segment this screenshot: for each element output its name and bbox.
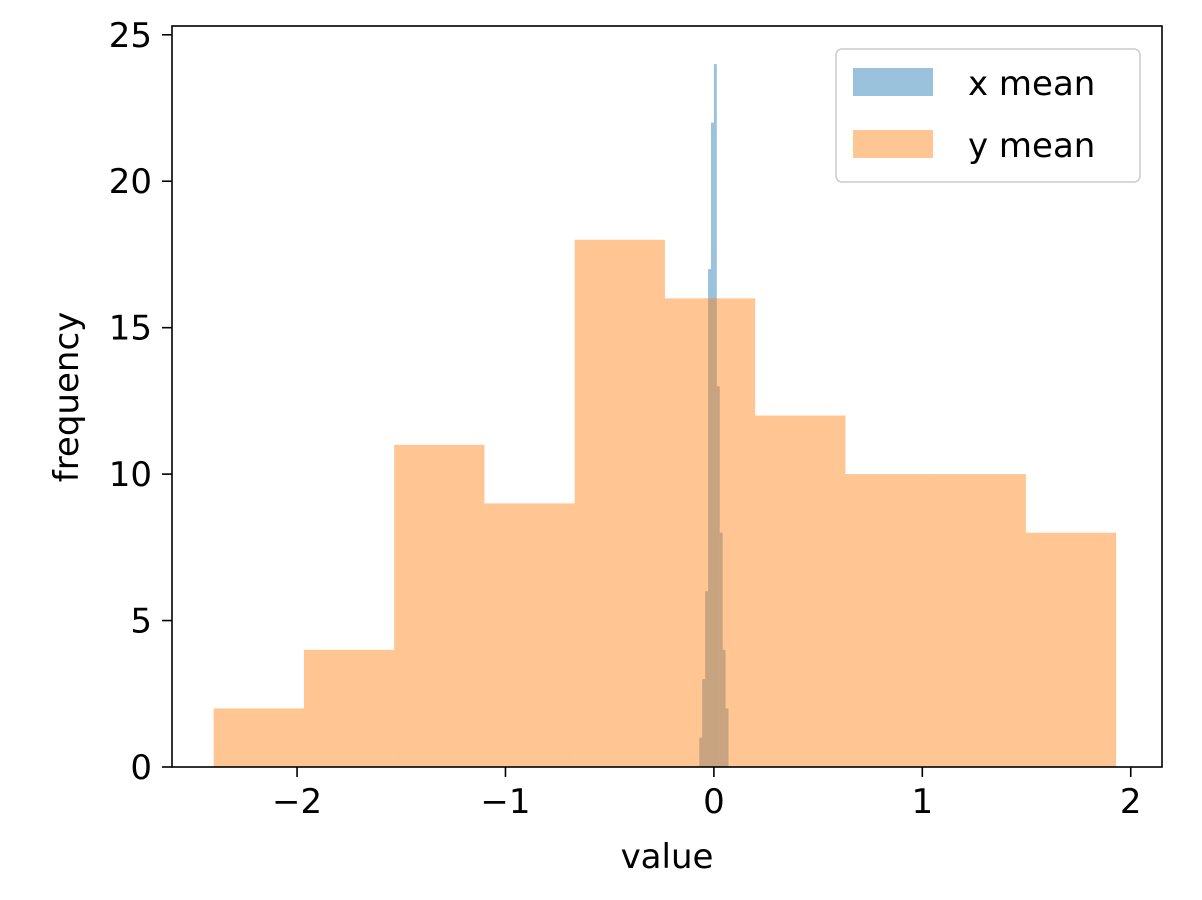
x-tick-label-3: 1 <box>911 782 933 822</box>
legend: x mean y mean <box>835 48 1141 183</box>
y-tick-label-5: 25 <box>109 16 152 56</box>
x-tick-label-0: −2 <box>272 782 322 822</box>
legend-swatch-y-mean <box>853 130 933 158</box>
bar-x-mean-5 <box>713 64 717 768</box>
y-axis-label: frequency <box>47 312 87 483</box>
legend-label-x-mean: x mean <box>968 64 1095 104</box>
bar-y-mean-9 <box>1025 532 1117 767</box>
bar-y-mean-0 <box>213 708 304 767</box>
bar-x-mean-4 <box>710 122 714 768</box>
x-tick-label-4: 2 <box>1120 782 1142 822</box>
legend-swatch-x-mean <box>853 68 933 96</box>
bar-x-mean-7 <box>719 532 723 767</box>
y-tick-label-0: 0 <box>130 748 152 788</box>
bar-x-mean-9 <box>725 708 729 767</box>
bar-y-mean-7 <box>845 474 936 767</box>
bar-y-mean-6 <box>755 415 846 767</box>
bar-y-mean-4 <box>574 239 665 767</box>
bar-x-mean-3 <box>708 269 711 767</box>
bar-x-mean-6 <box>716 386 720 767</box>
y-tick-label-4: 20 <box>109 162 152 202</box>
y-axis-ticks: 0 5 10 15 20 25 <box>109 16 172 788</box>
legend-label-y-mean: y mean <box>968 126 1095 166</box>
bar-y-mean-8 <box>935 474 1026 767</box>
bar-y-mean-2 <box>394 444 485 767</box>
y-tick-label-2: 10 <box>109 455 152 495</box>
bar-y-mean-5 <box>664 298 756 767</box>
x-tick-label-2: 0 <box>703 782 725 822</box>
bar-x-mean-8 <box>722 649 726 767</box>
x-axis-label: value <box>621 837 714 877</box>
plot-frame <box>171 25 1163 768</box>
x-tick-label-1: −1 <box>480 782 530 822</box>
bar-x-mean-1 <box>702 679 706 767</box>
bars-layer <box>213 64 1117 768</box>
legend-frame <box>835 48 1141 183</box>
y-tick-label-1: 5 <box>130 602 152 642</box>
y-tick-label-3: 15 <box>109 309 152 349</box>
bar-x-mean-0 <box>699 737 703 767</box>
bar-y-mean-3 <box>484 503 575 767</box>
bar-x-mean-2 <box>705 591 709 767</box>
x-axis-ticks: −2 −1 0 1 2 <box>272 767 1142 822</box>
bar-y-mean-1 <box>303 649 395 767</box>
